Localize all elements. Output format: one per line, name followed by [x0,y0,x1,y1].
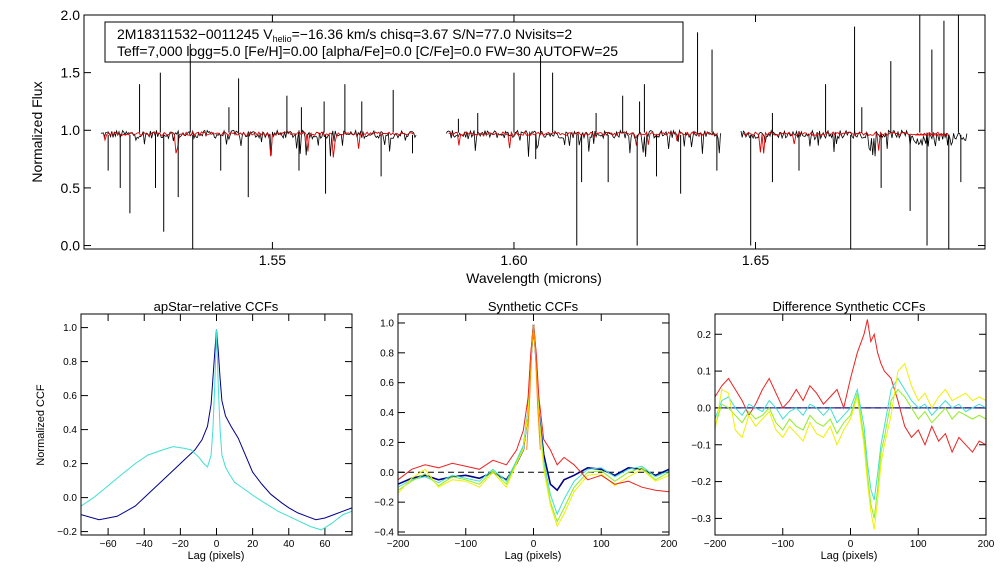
spectrum-x-label: Wavelength (microns) [466,270,602,286]
apstar-ccf-xtick-label: 60 [319,539,331,550]
spectrum-info-line1: 2M18311532−0011245 Vhelio=−16.36 km/s ch… [117,26,572,44]
spectrum-info-box [104,21,684,63]
spectrum-ytick-label: 0.0 [61,237,81,253]
spectrum-xtick-label: 1.55 [259,252,286,268]
spectrum-y-label: Normalized Flux [29,81,45,182]
synthetic-ccf-ytick-label: 0.6 [380,378,394,389]
synthetic-ccf-xtick-label: 200 [661,539,678,550]
spectrum-ytick-label: 1.5 [61,65,81,81]
info-line1-suffix: =−16.36 km/s chisq=3.67 S/N=77.0 Nvisits… [292,26,573,42]
info-line1-subscript: helio [273,34,292,44]
synthetic-ccf-frame-top [397,313,670,536]
synthetic-ccf-ytick-label: −0.4 [374,528,394,539]
difference-ccf-title: Difference Synthetic CCFs [773,299,926,314]
difference-ccf-ytick-label: −0.3 [691,514,711,525]
spectrum-ytick-label: 2.0 [61,7,81,23]
synthetic-ccf-ytick-label: 0.4 [380,408,394,419]
spectrum-xtick-label: 1.60 [500,252,527,268]
difference-ccf-ytick-label: 0.2 [697,330,711,341]
difference-ccf-xtick-label: 200 [978,539,995,550]
difference-ccf-xtick-label: −100 [771,539,794,550]
difference-ccf-series-red [715,319,986,454]
apstar-ccf-y-label: Normalized CCF [35,384,47,466]
apstar-ccf-xtick-label: 0 [214,539,220,550]
spectrum-panel: 2M18311532−0011245 Vhelio=−16.36 km/s ch… [29,7,986,286]
spectrum-model-line [743,131,949,154]
difference-ccf-series-cyan [715,377,986,501]
apstar-ccf-ytick-label: 0.6 [63,391,77,402]
difference-ccf-ytick-label: 0.1 [697,367,711,378]
difference-ccf-xtick-label: 0 [848,539,854,550]
difference-ccf-xtick-label: 100 [910,539,927,550]
apstar-ccf-frame-top [80,313,353,536]
info-line1-prefix: 2M18311532−0011245 V [117,26,273,42]
apstar-ccf-x-label: Lag (pixels) [188,550,245,562]
spectrum-xtick-label: 1.65 [742,252,769,268]
synthetic-ccf-x-label: Lag (pixels) [505,550,562,562]
synthetic-ccf-ytick-label: 0.8 [380,348,394,359]
synthetic-ccf-xtick-label: −200 [387,539,410,550]
apstar-ccf-ytick-label: 0.0 [63,493,77,504]
apstar-ccf-series-visit-2 [81,329,352,531]
spectrum-ytick-label: 0.5 [61,180,81,196]
apstar-ccf-xtick-label: 40 [283,539,295,550]
spectrum-frame [83,14,986,250]
difference-ccf-panel: Difference Synthetic CCFs Lag (pixels) −… [691,299,995,562]
difference-ccf-series-green [715,388,986,519]
synthetic-ccf-series-template [526,324,541,450]
spectrum-info-line2: Teff=7,000 logg=5.0 [Fe/H]=0.00 [alpha/F… [117,43,618,59]
apstar-ccf-ytick-label: −0.2 [57,527,77,538]
apstar-ccf-title: apStar−relative CCFs [154,299,279,314]
spectrum-model-line [448,130,718,149]
synthetic-ccf-ytick-label: 1.0 [380,318,394,329]
spectrum-model-line [102,131,415,158]
synthetic-ccf-panel: Synthetic CCFs Lag (pixels) −200 −100 0 100… [374,299,678,562]
apstar-ccf-xtick-label: −40 [136,539,153,550]
synthetic-ccf-ytick-label: −0.2 [374,498,394,509]
synthetic-ccf-ytick-label: 0.0 [380,468,394,479]
synthetic-ccf-ytick-label: 0.2 [380,438,394,449]
difference-ccf-ytick-label: −0.1 [691,440,711,451]
difference-ccf-ytick-label: −0.2 [691,477,711,488]
apstar-ccf-ytick-label: 0.2 [63,459,77,470]
difference-ccf-frame-top [714,313,987,536]
apstar-ccf-series-visit-1 [81,329,352,521]
difference-ccf-ytick-label: 0.0 [697,403,711,414]
synthetic-ccf-xtick-label: 100 [593,539,610,550]
apstar-ccf-panel: apStar−relative CCFs Lag (pixels) Normal… [35,299,353,562]
apstar-ccf-ytick-label: 0.4 [63,425,77,436]
synthetic-ccf-xtick-label: 0 [531,539,537,550]
difference-ccf-series-yellow [715,362,986,530]
spectrum-ytick-label: 1.0 [61,122,81,138]
apstar-ccf-xtick-label: −20 [172,539,189,550]
difference-ccf-xtick-label: −200 [704,539,727,550]
synthetic-ccf-xtick-label: −100 [454,539,477,550]
synthetic-ccf-title: Synthetic CCFs [488,299,579,314]
difference-ccf-x-label: Lag (pixels) [821,550,878,562]
apstar-ccf-xtick-label: 20 [247,539,259,550]
apstar-ccf-ytick-label: 0.8 [63,357,77,368]
apstar-ccf-ytick-label: 1.0 [63,323,77,334]
apstar-ccf-xtick-label: −60 [100,539,117,550]
